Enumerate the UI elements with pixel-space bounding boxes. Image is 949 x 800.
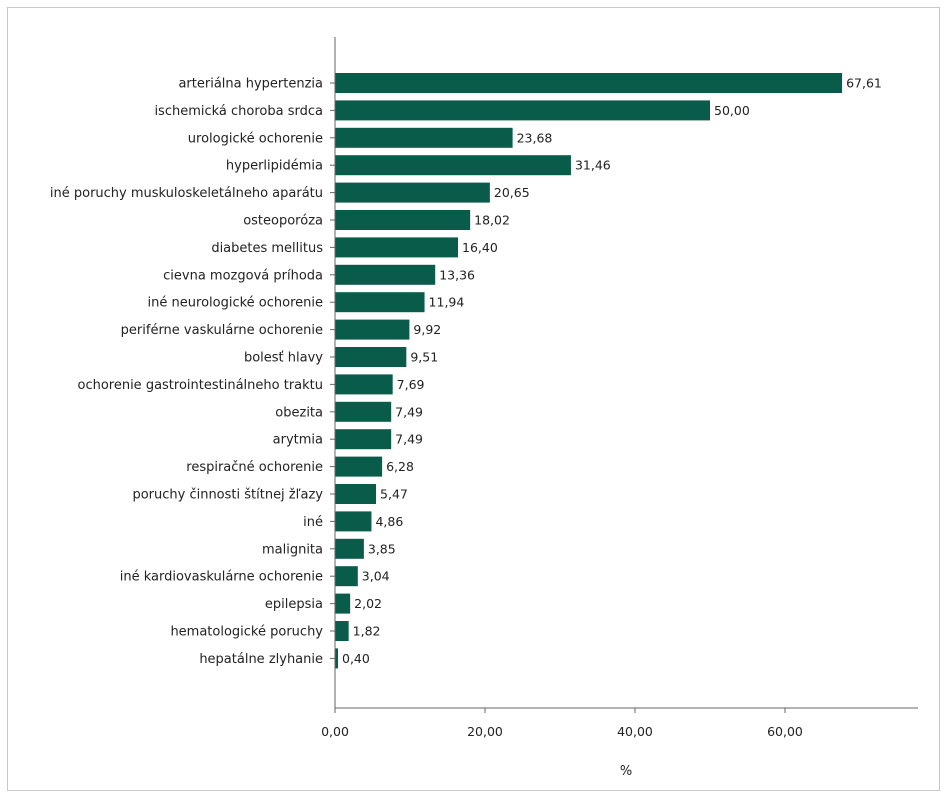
x-tick-label: 0,00 xyxy=(321,724,349,739)
value-label-backing xyxy=(571,155,615,176)
x-tick-label: 20,00 xyxy=(467,724,503,739)
value-label: 16,40 xyxy=(462,240,498,255)
bar-5 xyxy=(335,182,490,203)
value-label: 20,65 xyxy=(494,185,530,200)
value-label: 9,51 xyxy=(410,350,438,365)
value-label: 0,40 xyxy=(342,651,370,666)
bar-14 xyxy=(335,429,392,450)
category-label: hyperlipidémia xyxy=(226,159,323,174)
category-label: ischemická choroba srdca xyxy=(154,104,323,119)
category-label: diabetes mellitus xyxy=(211,241,323,256)
bar-12 xyxy=(335,374,393,395)
value-label: 67,61 xyxy=(846,76,882,91)
bar-13 xyxy=(335,401,392,422)
bar-17 xyxy=(335,511,372,532)
value-label: 6,28 xyxy=(386,459,414,474)
value-label-backing xyxy=(392,401,428,422)
value-label-backing xyxy=(364,538,401,559)
value-label: 13,36 xyxy=(439,267,475,282)
labels-layer: arteriálna hypertenzia 67,61 ischemická ch… xyxy=(50,73,887,669)
category-label: bolesť hlavy xyxy=(244,351,323,366)
bar-21 xyxy=(335,621,349,641)
value-label: 3,04 xyxy=(362,569,390,584)
x-tick-label: 40,00 xyxy=(617,724,653,739)
category-label: cievna mozgová príhoda xyxy=(163,268,323,283)
value-label-backing xyxy=(372,511,409,532)
value-label: 7,49 xyxy=(395,432,423,447)
category-label: iné kardiovaskulárne ochorenie xyxy=(120,570,323,585)
bar-3 xyxy=(335,127,513,148)
value-label-backing xyxy=(471,210,515,230)
category-label: respiračné ochorenie xyxy=(186,460,323,475)
value-label-backing xyxy=(393,374,430,395)
value-label-backing xyxy=(436,264,480,285)
bar-9 xyxy=(335,292,425,313)
bar-19 xyxy=(335,566,358,587)
category-label: arteriálna hypertenzia xyxy=(178,77,323,92)
bar-20 xyxy=(335,593,351,614)
category-label: iné xyxy=(303,515,323,530)
category-label: osteoporóza xyxy=(243,214,323,229)
value-label-backing xyxy=(425,292,469,313)
value-label-backing xyxy=(513,127,557,148)
value-label: 1,82 xyxy=(353,624,381,639)
category-label: ochorenie gastrointestinálneho traktu xyxy=(77,378,323,393)
bar-2 xyxy=(335,100,710,121)
bar-11 xyxy=(335,347,407,367)
value-label-backing xyxy=(349,621,386,641)
bar-10 xyxy=(335,319,410,340)
bar-22 xyxy=(335,648,338,669)
value-label-backing xyxy=(358,566,395,587)
value-label: 3,85 xyxy=(368,541,396,556)
value-label: 7,69 xyxy=(397,377,425,392)
category-label: epilepsia xyxy=(265,597,323,612)
value-label-backing xyxy=(377,484,413,504)
bar-7 xyxy=(335,237,458,258)
value-label-backing xyxy=(711,100,754,121)
category-label: urologické ochorenie xyxy=(188,131,323,146)
category-label: periférne vaskulárne ochorenie xyxy=(121,323,323,338)
value-label-backing xyxy=(392,429,428,450)
bar-15 xyxy=(335,456,383,477)
value-label-backing xyxy=(843,73,887,93)
value-label: 11,94 xyxy=(429,295,465,310)
value-label: 4,86 xyxy=(375,514,403,529)
value-label: 9,92 xyxy=(413,322,441,337)
value-label: 18,02 xyxy=(474,213,510,228)
category-label: obezita xyxy=(275,405,323,420)
x-axis-title: % xyxy=(620,764,632,779)
bar-4 xyxy=(335,155,571,176)
category-label: hematologické poruchy xyxy=(170,625,323,640)
bar-18 xyxy=(335,538,364,559)
category-label: malignita xyxy=(262,542,323,557)
x-tick-label: 60,00 xyxy=(767,724,803,739)
value-label: 5,47 xyxy=(380,487,408,502)
value-label-backing xyxy=(490,182,534,203)
category-label: arytmia xyxy=(273,433,323,448)
bar-8 xyxy=(335,264,436,285)
value-label-backing xyxy=(459,237,502,258)
value-label-backing xyxy=(339,648,375,669)
category-label: poruchy činnosti štítnej žľazy xyxy=(132,488,323,503)
value-label: 50,00 xyxy=(714,103,750,118)
value-label-backing xyxy=(383,456,419,477)
bars-layer xyxy=(335,73,843,669)
value-label: 2,02 xyxy=(354,596,382,611)
category-label: iné poruchy muskuloskeletálneho aparátu xyxy=(50,186,323,201)
bar-6 xyxy=(335,210,471,230)
value-label-backing xyxy=(351,593,387,614)
bar-16 xyxy=(335,484,377,504)
bar-1 xyxy=(335,73,843,93)
category-label: hepatálne zlyhanie xyxy=(199,652,323,667)
value-label: 7,49 xyxy=(395,404,423,419)
value-label: 23,68 xyxy=(517,130,553,145)
value-label: 31,46 xyxy=(575,158,611,173)
value-label-backing xyxy=(407,347,443,367)
value-label-backing xyxy=(410,319,446,340)
category-label: iné neurologické ochorenie xyxy=(148,296,323,311)
x-ticks-layer: 0,00 20,00 40,00 60,00 xyxy=(321,82,803,739)
